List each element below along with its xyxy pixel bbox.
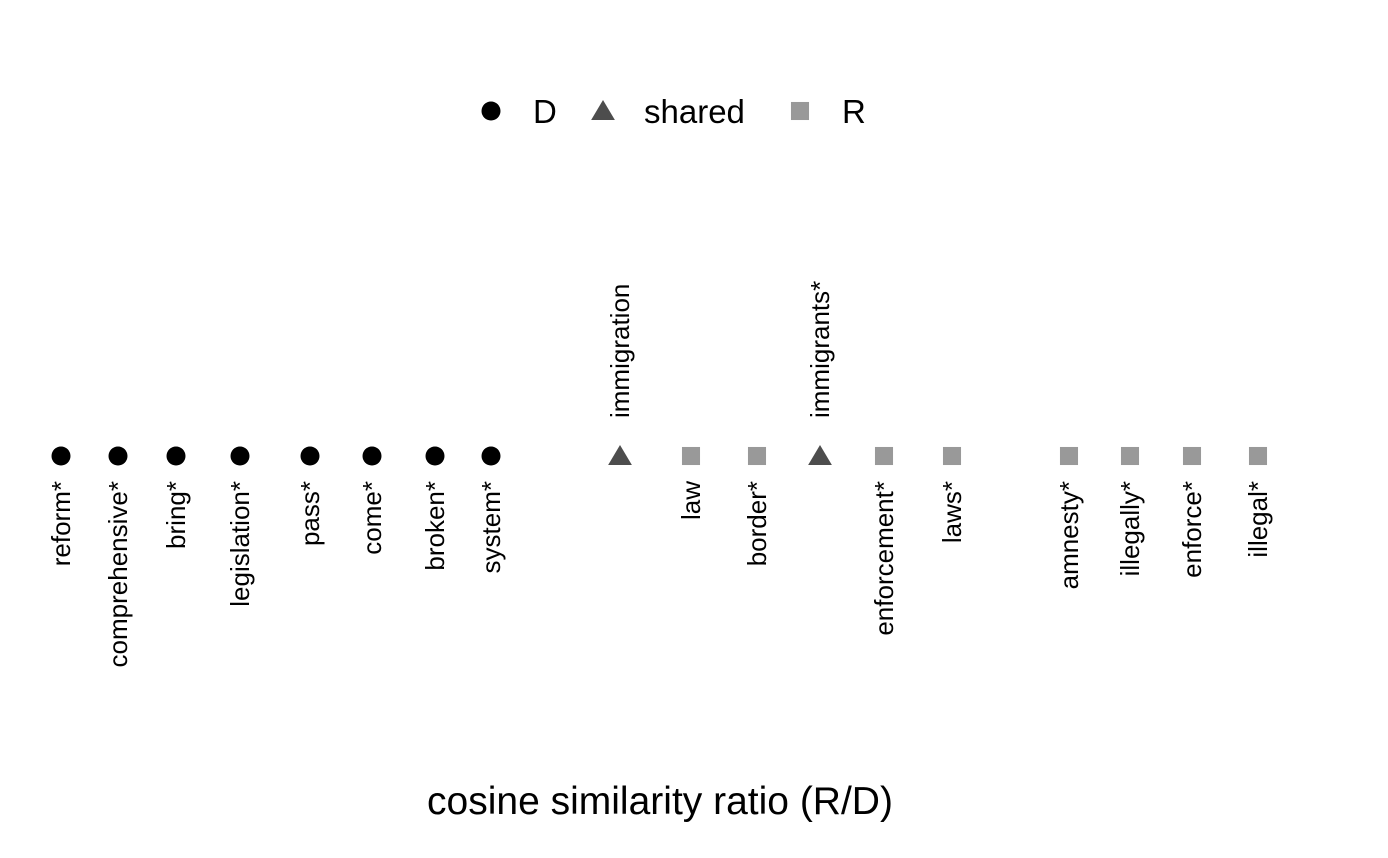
point-label: broken*: [420, 481, 450, 571]
legend-label-shared: shared: [644, 93, 745, 130]
legend-shared-triangle-icon: [591, 100, 615, 120]
x-axis-title: cosine similarity ratio (R/D): [427, 780, 893, 823]
point-label: system*: [476, 481, 506, 573]
point-d: [108, 446, 128, 466]
point-label: pass*: [295, 481, 325, 546]
point-label: border*: [742, 481, 772, 566]
point-d: [51, 446, 71, 466]
point-label: enforce*: [1177, 481, 1207, 578]
point-r: [1248, 446, 1268, 466]
point-label: illegal*: [1243, 481, 1273, 558]
point-r: [1120, 446, 1140, 466]
point-label: illegally*: [1115, 481, 1145, 576]
legend-r-square-icon: [790, 101, 810, 121]
point-d: [300, 446, 320, 466]
point-label: comprehensive*: [103, 481, 133, 667]
point-label: amnesty*: [1054, 481, 1084, 589]
point-label: come*: [357, 481, 387, 555]
point-r: [747, 446, 767, 466]
point-r: [1059, 446, 1079, 466]
point-shared: [608, 445, 632, 465]
point-label: bring*: [161, 481, 191, 549]
point-d: [425, 446, 445, 466]
point-r: [1182, 446, 1202, 466]
point-label: law: [676, 481, 706, 520]
point-d: [230, 446, 250, 466]
point-label: laws*: [937, 481, 967, 543]
legend-label-d: D: [533, 93, 557, 130]
point-d: [362, 446, 382, 466]
point-label: legislation*: [225, 481, 255, 607]
point-label: immigration: [605, 284, 635, 418]
point-label: immigrants*: [805, 281, 835, 418]
legend-d-circle-icon: [481, 101, 501, 121]
point-labels: reform* comprehensive* bring* legislation* p…: [46, 281, 1273, 668]
point-r: [942, 446, 962, 466]
point-shared: [808, 445, 832, 465]
point-d: [166, 446, 186, 466]
point-r: [874, 446, 894, 466]
legend-label-r: R: [842, 93, 866, 130]
point-d: [481, 446, 501, 466]
point-label: reform*: [46, 481, 76, 566]
chart-marks: [51, 445, 1268, 466]
point-label: enforcement*: [869, 481, 899, 636]
point-r: [681, 446, 701, 466]
